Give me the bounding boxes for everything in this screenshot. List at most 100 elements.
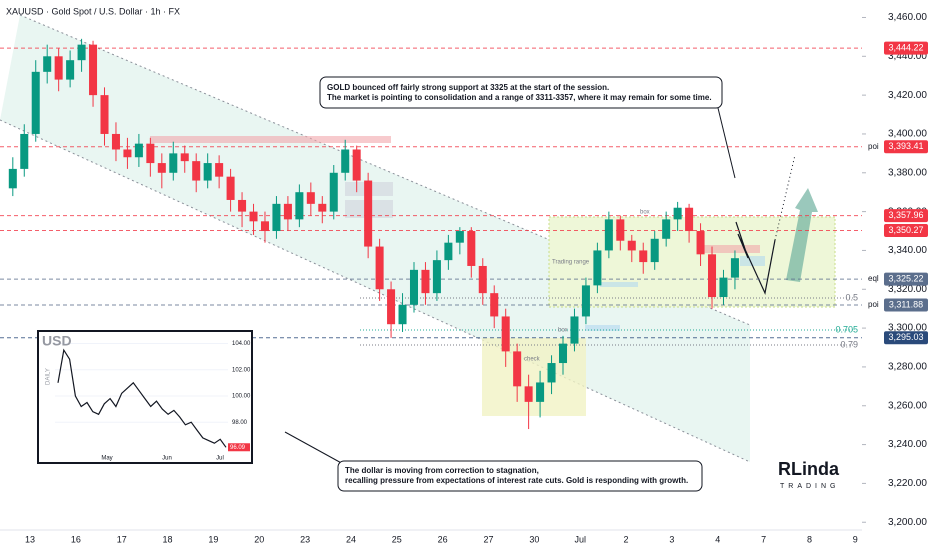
candle-body — [77, 44, 86, 61]
candle-body — [673, 207, 682, 220]
inset-last-badge — [228, 443, 250, 452]
candle-body — [432, 260, 441, 294]
growth-arrow — [786, 188, 818, 282]
annotation-box — [319, 76, 723, 109]
inset-line — [57, 348, 227, 448]
zone — [700, 245, 760, 253]
level-tag: eql — [868, 274, 879, 283]
candle-body — [66, 60, 75, 80]
candle-body — [283, 203, 292, 220]
level-tag: poi — [868, 300, 879, 309]
y-tick-label: 3,260.00 — [888, 400, 927, 411]
candle-body — [490, 293, 499, 317]
x-tick-label: 2 — [624, 534, 629, 544]
zone — [585, 325, 620, 331]
plot-area: 0.5 0.705 0.79 — [0, 38, 862, 430]
callout-line — [284, 431, 346, 466]
x-tick-label: 25 — [392, 534, 402, 544]
inset-tick-label: 104.00 — [232, 341, 251, 347]
candle-body — [146, 143, 155, 164]
inset-tick-label: 98.00 — [232, 420, 248, 426]
y-tick-label: 3,220.00 — [888, 478, 927, 489]
level-label: 3,311.88 — [889, 299, 923, 309]
level-badge — [884, 298, 928, 312]
level-badge — [884, 224, 928, 238]
candle-body — [329, 172, 338, 212]
y-tick-label: 3,300.00 — [888, 323, 927, 334]
level-badge — [884, 140, 928, 154]
candle-body — [627, 240, 636, 251]
candle-body — [513, 351, 522, 387]
candle-body — [226, 176, 235, 200]
candle-body — [123, 149, 132, 158]
y-tick-label: 3,440.00 — [888, 51, 927, 62]
candle-body — [421, 269, 430, 294]
level-label: 3,444.22 — [888, 42, 923, 52]
candle-body — [352, 149, 361, 181]
inset-side-label: DAILY — [46, 368, 52, 385]
candle-body — [89, 44, 98, 96]
candle-body — [730, 258, 739, 278]
candle-body — [260, 221, 269, 232]
inset-tick-label: 102.00 — [232, 367, 251, 373]
candle-body — [43, 56, 52, 72]
logo: RLinda — [778, 459, 840, 479]
candle-body — [558, 343, 568, 364]
y-tick-label: 3,240.00 — [888, 439, 927, 450]
x-tick-label: 26 — [438, 534, 448, 544]
y-tick-label: 3,340.00 — [888, 245, 927, 256]
zone — [150, 136, 391, 143]
x-tick-label: 9 — [853, 534, 858, 544]
candle-body — [639, 250, 648, 263]
y-tick-label: 3,280.00 — [888, 362, 927, 373]
candle-body — [169, 153, 178, 173]
candle-body — [444, 242, 453, 261]
candle-body — [708, 254, 717, 298]
x-tick-label: 23 — [300, 534, 310, 544]
x-tick-label: 7 — [761, 534, 766, 544]
zone — [740, 256, 765, 266]
candle-body — [306, 192, 315, 204]
candle-body — [157, 163, 166, 173]
x-tick-label: 16 — [71, 534, 81, 544]
y-tick-label: 3,460.00 — [888, 12, 927, 23]
candle-body — [192, 161, 201, 181]
candle-body — [272, 203, 281, 232]
candle-body — [536, 382, 545, 402]
y-tick-label: 3,320.00 — [888, 284, 927, 295]
level-tag: poi — [868, 142, 879, 151]
candle-body — [238, 199, 247, 212]
candle-body — [387, 289, 396, 325]
x-tick-label: 24 — [346, 534, 356, 544]
candle-body — [650, 238, 659, 263]
chart-label: box — [640, 210, 650, 216]
fib-label: 0.79 — [840, 339, 858, 349]
x-tick-label: 27 — [483, 534, 493, 544]
inset-last-label: 96.09 — [230, 445, 246, 451]
candle-body — [54, 56, 63, 80]
zone — [600, 282, 638, 287]
forecast-path — [735, 221, 776, 295]
candle-body — [593, 250, 602, 286]
level-label: 3,350.27 — [888, 225, 923, 235]
x-tick-label: 19 — [208, 534, 218, 544]
candle-body — [501, 316, 510, 352]
x-tick-label: 4 — [715, 534, 720, 544]
candle-body — [100, 95, 109, 134]
candle-body — [616, 219, 625, 241]
candle-body — [203, 163, 212, 181]
inset-month: May — [101, 456, 112, 462]
candle-body — [31, 71, 40, 134]
level-label: 3,295.03 — [888, 332, 923, 342]
level-badge — [884, 41, 928, 55]
inset-tick-label: 100.00 — [232, 394, 251, 400]
candle-body — [8, 168, 17, 189]
annotation-text: recalling pressure from expectations of … — [345, 476, 688, 485]
y-tick-label: 3,400.00 — [888, 129, 927, 140]
candle-body — [662, 219, 671, 239]
inset: 104.00 102.00 100.00 98.00 96.09 May Jun Jul — [55, 341, 251, 462]
x-tick-label: 13 — [25, 534, 35, 544]
candle-body — [467, 231, 476, 266]
candle-body — [375, 246, 384, 290]
